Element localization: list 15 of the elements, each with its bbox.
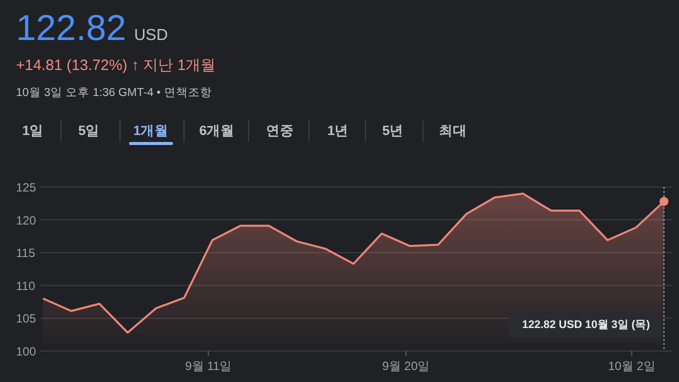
y-tick-label: 110 (16, 278, 36, 293)
y-tick-label: 100 (16, 344, 36, 358)
chart-title: 122.82 (16, 7, 126, 48)
chart-subtitle: +14.81 (13.72%) ↑ 지난 1개월 (16, 57, 216, 74)
text: USD (134, 27, 168, 44)
x-tick-label: 9월 11일 (185, 359, 232, 373)
y-tick-label: 105 (16, 312, 36, 326)
x-tick-label: 10월 2일 (608, 359, 656, 373)
y-tick-label: 120 (16, 213, 36, 228)
y-tick-label: 125 (16, 180, 36, 194)
y-tick-label: 115 (16, 246, 36, 260)
text: 10월 3일 오후 1:36 GMT-4 • 면책조항 (16, 87, 212, 99)
x-tick-label: 9월 20일 (382, 359, 430, 373)
range-tabs: 1일 5일 1개월 6개월 연중 1년 5년 최대 (22, 120, 467, 145)
annotation: 122.82 USD 10월 3일 (목) (522, 319, 650, 331)
